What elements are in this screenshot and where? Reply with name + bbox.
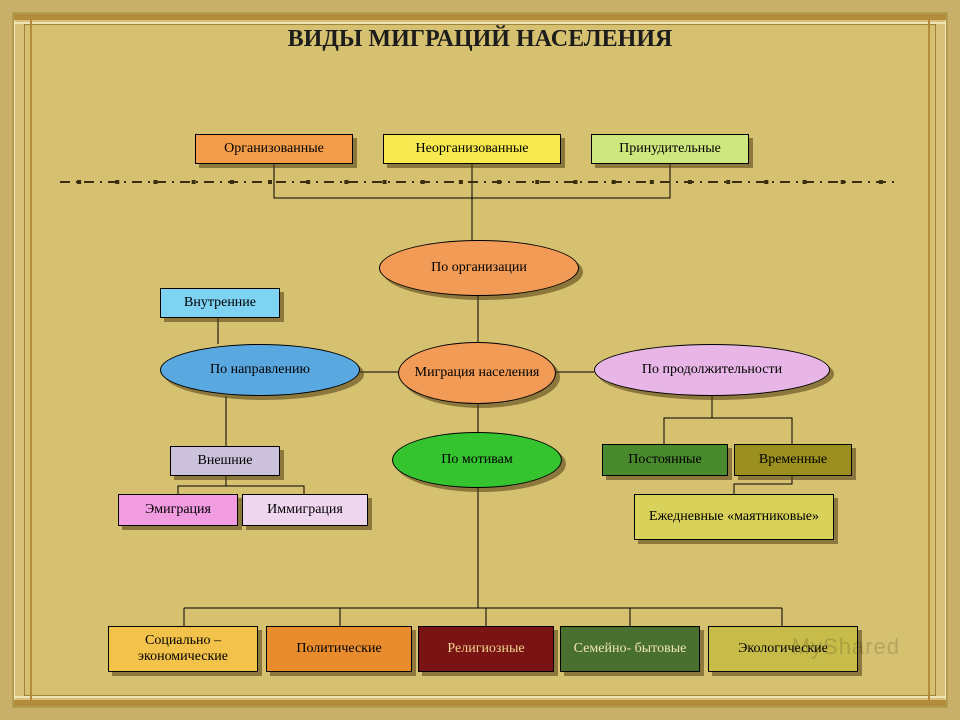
node-permanent: Постоянные (602, 444, 728, 476)
node-commuter: Ежедневные «маятниковые» (634, 494, 834, 540)
node-temporary: Временные (734, 444, 852, 476)
node-external: Внешние (170, 446, 280, 476)
node-by_motive: По мотивам (392, 432, 562, 488)
node-eco: Экологические (708, 626, 858, 672)
node-by_org: По организации (379, 240, 579, 296)
node-unorganized: Неорганизованные (383, 134, 561, 164)
border-strip (928, 14, 930, 706)
node-center: Миграция населения (398, 342, 556, 404)
node-family: Семейно- бытовые (560, 626, 700, 672)
border-strip (14, 696, 946, 698)
node-socio: Социально – экономические (108, 626, 258, 672)
node-by_dur: По продолжительности (594, 344, 830, 396)
node-immigration: Иммиграция (242, 494, 368, 526)
border-strip (14, 700, 946, 706)
node-by_dir: По направлению (160, 344, 360, 396)
border-strip (30, 14, 32, 706)
node-religious: Религиозные (418, 626, 554, 672)
border-strip (14, 14, 946, 20)
node-organized: Организованные (195, 134, 353, 164)
page-title: ВИДЫ МИГРАЦИЙ НАСЕЛЕНИЯ (0, 26, 960, 53)
node-emigration: Эмиграция (118, 494, 238, 526)
node-political: Политические (266, 626, 412, 672)
border-strip (14, 22, 946, 24)
node-forced: Принудительные (591, 134, 749, 164)
node-internal: Внутренние (160, 288, 280, 318)
